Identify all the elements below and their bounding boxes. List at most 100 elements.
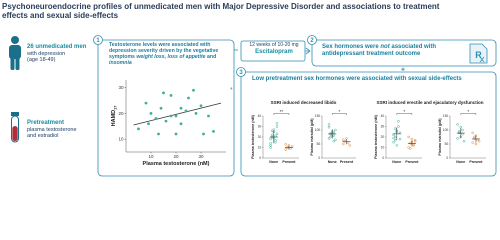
panel-1-border	[97, 39, 235, 177]
point	[392, 136, 395, 140]
point	[474, 142, 478, 146]
point	[413, 139, 417, 143]
text: associated with antidepressant treatment…	[322, 44, 437, 57]
x-tick-label: 20	[173, 154, 179, 159]
sampling: Pretreatment plasma testosterone and est…	[27, 120, 97, 140]
point	[274, 134, 277, 138]
point	[269, 142, 272, 145]
point	[174, 132, 178, 136]
point	[179, 106, 183, 110]
point	[270, 133, 274, 137]
text: insomnia	[109, 59, 132, 66]
point	[342, 138, 345, 142]
point	[329, 132, 332, 135]
point	[456, 123, 459, 126]
point	[343, 139, 347, 143]
point	[274, 138, 277, 142]
point	[461, 128, 464, 132]
y-tick-label: 10	[118, 137, 124, 142]
x-tick-label: None	[269, 160, 278, 164]
point	[207, 114, 210, 118]
x-axis-label: Plasma testosterone (nM)	[143, 161, 210, 167]
point	[169, 114, 173, 118]
point	[477, 139, 481, 143]
axes	[262, 116, 299, 159]
significance: *	[338, 109, 340, 114]
point	[334, 128, 337, 132]
y-tick-label: 100	[315, 128, 321, 132]
point	[187, 96, 190, 100]
x-tick-label: 10	[148, 154, 154, 159]
point	[473, 135, 476, 139]
y-tick-label: 150	[443, 114, 449, 118]
person-icon	[9, 36, 21, 70]
point	[179, 122, 183, 126]
point	[162, 91, 165, 95]
point	[269, 144, 272, 147]
y-axis-label: Plasma estradiol (pM)	[438, 118, 442, 156]
point	[342, 142, 345, 146]
point	[147, 122, 150, 126]
text: Testosterone levels were associated with…	[109, 42, 219, 60]
significance: *	[467, 109, 469, 114]
y-tick-label: 20	[258, 135, 262, 139]
x-tick-label: 30	[198, 154, 204, 159]
point	[332, 139, 336, 143]
point	[290, 145, 294, 148]
point	[348, 144, 351, 147]
x-tick-label: Present	[282, 160, 296, 164]
x-tick-label: None	[328, 160, 337, 164]
y-tick-label: 30	[258, 125, 262, 129]
subpanel-title: SSRI induced decreased libido	[271, 100, 337, 105]
badge	[236, 67, 246, 77]
point	[327, 125, 331, 129]
y-tick-label: 30	[118, 85, 124, 90]
point	[392, 141, 395, 144]
y-axis-label-main: HAMD	[111, 110, 117, 127]
point	[144, 101, 148, 105]
axes	[125, 80, 226, 153]
point	[473, 137, 476, 140]
point	[289, 147, 292, 150]
point	[194, 112, 198, 115]
fit-line	[133, 102, 222, 126]
axes	[321, 116, 356, 159]
point	[275, 122, 279, 125]
point	[398, 131, 402, 135]
sampling-label: Pretreatment	[27, 120, 65, 126]
y-tick-label: 40	[258, 114, 262, 118]
text: weight loss, loss of appetite	[136, 53, 206, 60]
significance-bracket	[273, 113, 290, 115]
point	[269, 146, 272, 149]
point	[327, 123, 331, 126]
text: and	[205, 53, 217, 60]
svg-text:R: R	[475, 50, 482, 60]
point	[456, 137, 459, 140]
point	[275, 125, 279, 128]
point	[471, 131, 474, 135]
point	[157, 132, 160, 136]
rx-icon: R	[469, 43, 488, 64]
y-tick-label: 40	[381, 114, 385, 118]
point	[461, 132, 464, 136]
point	[192, 88, 195, 92]
graphical-abstract: {"title":"Psychoneuroendocrine profiles …	[2, 2, 497, 177]
badge	[93, 35, 103, 45]
significance-bracket	[332, 113, 347, 115]
point	[393, 138, 397, 142]
point	[327, 137, 331, 140]
y-tick-label: 20	[118, 111, 124, 116]
point	[269, 137, 272, 141]
point	[199, 104, 203, 108]
plus-sign	[401, 67, 405, 71]
arrow	[305, 47, 311, 55]
axes	[449, 116, 486, 159]
cohort: 26 unmedicated men with depression (age …	[27, 44, 97, 64]
point	[471, 141, 474, 144]
point	[397, 120, 400, 123]
text: Sex hormones were	[322, 44, 381, 50]
badge-number: 3	[239, 70, 243, 76]
significance: *	[403, 109, 405, 114]
point	[398, 137, 402, 141]
y-tick-label: 20	[381, 135, 385, 139]
